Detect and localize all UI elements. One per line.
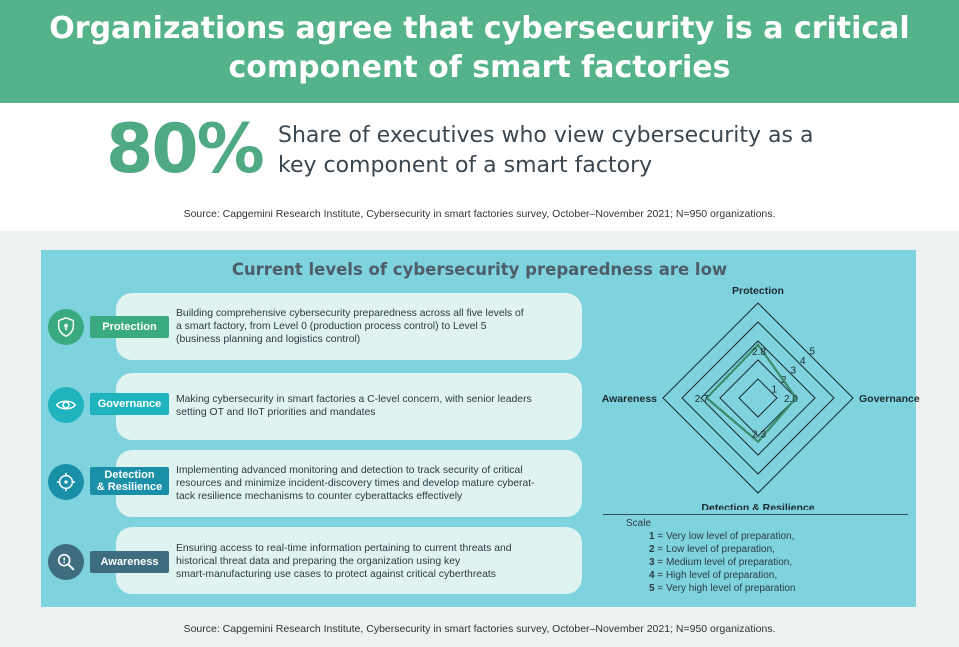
source-note-top: Source: Capgemini Research Institute, Cy…: [183, 208, 776, 220]
row-desc-awareness-line-2: historical threat data and preparing the…: [176, 556, 461, 568]
row-label-protection: Protection: [90, 316, 169, 338]
row-icon-governance: [48, 387, 84, 423]
scale-item-3-num: 3: [649, 557, 655, 568]
row-icon-awareness: [48, 544, 84, 580]
stat-value: 80%: [106, 110, 265, 189]
stat-line-1: Share of executives who view cybersecuri…: [278, 123, 814, 148]
row-desc-awareness-line-1: Ensuring access to real-time information…: [176, 543, 512, 554]
scale-item-4-num: 4: [649, 570, 655, 581]
radar-ring-label-4: 4: [800, 356, 806, 367]
row-label-detection-line-2: & Resilience: [96, 481, 163, 493]
row-desc-protection-line-1: Building comprehensive cybersecurity pre…: [176, 308, 524, 319]
radar-ring-label-1: 1: [772, 385, 778, 396]
source-note-bottom: Source: Capgemini Research Institute, Cy…: [183, 623, 776, 635]
row-desc-awareness-line-3: smart-manufacturing use cases to protect…: [176, 569, 496, 581]
row-desc-detection-line-1: Implementing advanced monitoring and det…: [176, 465, 523, 476]
row-desc-governance-line-2: setting OT and IIoT priorities and manda…: [176, 407, 376, 419]
scale-item-3-text: = Medium level of preparation,: [654, 557, 793, 568]
radar-ring-3: [700, 340, 816, 456]
row-desc-protection: Building comprehensive cybersecurity pre…: [176, 307, 571, 347]
row-card-awareness: [116, 527, 582, 594]
page-title: Organizations agree that cybersecurity i…: [0, 9, 959, 87]
radar-ring-label-3: 3: [791, 366, 797, 377]
radar-axis-label-0: Protection: [732, 285, 784, 297]
radar-value-label-1: 2.0: [784, 394, 798, 405]
radar-series-polygon: [705, 343, 798, 444]
scale-item-5-text: = Very high level of preparation: [654, 583, 796, 594]
row-desc-governance-line-1: Making cybersecurity in smart factories …: [176, 394, 532, 405]
target-icon: [56, 472, 76, 492]
row-card-protection: [116, 293, 582, 360]
eye-icon: [55, 400, 77, 410]
radar-ring-label-5: 5: [810, 347, 816, 358]
row-label-governance-text: Governance: [97, 398, 162, 410]
row-card-detection: [116, 450, 582, 517]
scale-item-4: 4 = High level of preparation,: [649, 570, 777, 581]
scale-divider: [603, 514, 908, 515]
row-label-detection: Detection & Resilience: [90, 467, 169, 495]
title-line-1: Organizations agree that cybersecurity i…: [49, 11, 910, 46]
shield-lock-icon: [57, 317, 75, 337]
row-label-awareness: Awareness: [90, 551, 169, 573]
scale-item-4-text: = High level of preparation,: [654, 570, 778, 581]
row-label-detection-text: Detection & Resilience: [97, 469, 162, 493]
row-desc-awareness: Ensuring access to real-time information…: [176, 542, 571, 582]
radar-axis-label-1: Governance: [859, 393, 920, 405]
row-icon-protection: [48, 309, 84, 345]
row-desc-protection-line-3: (business planning and logistics control…: [176, 334, 361, 346]
radar-ring-5: [662, 302, 854, 494]
scale-item-2-num: 2: [649, 544, 655, 555]
row-label-detection-line-1: Detection: [104, 469, 155, 481]
header-banner: [0, 0, 959, 103]
radar-chart: 123452.82.02.32.7ProtectionGovernanceDet…: [602, 285, 920, 510]
title-line-2: component of smart factories: [228, 50, 731, 85]
row-desc-detection-line-2: resources and minimize incident-discover…: [176, 478, 535, 490]
scale-item-1-text: = Very low level of preparation,: [654, 531, 795, 542]
radar-ring-4: [681, 321, 835, 475]
stat-line-2: key component of a smart factory: [278, 153, 653, 178]
row-icon-detection: [48, 464, 84, 500]
magnifier-icon: [57, 553, 75, 571]
row-card-governance: [116, 373, 582, 440]
scale-item-1: 1 = Very low level of preparation,: [649, 531, 794, 542]
scale-item-5-num: 5: [649, 583, 655, 594]
radar-value-label-3: 2.7: [695, 394, 709, 405]
radar-ring-2: [719, 359, 797, 437]
scale-item-5: 5 = Very high level of preparation: [649, 583, 796, 594]
row-label-awareness-text: Awareness: [100, 556, 159, 568]
scale-item-2: 2 = Low level of preparation,: [649, 544, 775, 555]
row-desc-detection: Implementing advanced monitoring and det…: [176, 464, 571, 504]
scale-item-3: 3 = Medium level of preparation,: [649, 557, 792, 568]
radar-value-label-2: 2.3: [752, 430, 766, 441]
scale-item-2-text: = Low level of preparation,: [654, 544, 775, 555]
radar-axis-label-2: Detection & Resilience: [701, 502, 814, 510]
scale-title: Scale: [626, 518, 652, 529]
row-desc-governance: Making cybersecurity in smart factories …: [176, 393, 571, 419]
row-desc-detection-line-3: tack resilience mechanisms to counter cy…: [176, 491, 463, 503]
radar-value-label-0: 2.8: [752, 347, 766, 358]
scale-item-1-num: 1: [649, 531, 655, 542]
panel-title: Current levels of cybersecurity prepared…: [231, 260, 728, 279]
radar-axis-label-3: Awareness: [602, 393, 657, 405]
stat-description: Share of executives who view cybersecuri…: [278, 121, 878, 181]
radar-ring-1: [738, 378, 778, 418]
row-label-protection-text: Protection: [102, 321, 157, 333]
row-desc-protection-line-2: a smart factory, from Level 0 (productio…: [176, 321, 487, 333]
row-label-governance: Governance: [90, 393, 169, 415]
